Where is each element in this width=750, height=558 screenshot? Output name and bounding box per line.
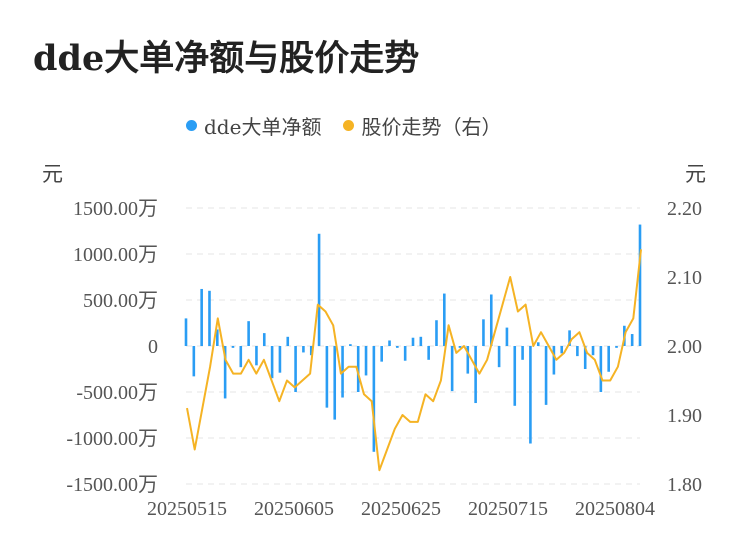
x-tick-label: 20250715 [468, 498, 548, 520]
right-axis-unit: 元 [685, 162, 706, 186]
bar-dde [356, 346, 360, 392]
bar-dde [529, 346, 532, 444]
bar-dde [568, 330, 571, 346]
bar-dde [239, 346, 243, 368]
y-right-tick-label: 1.90 [667, 405, 702, 427]
y-right-tick-label: 1.80 [667, 474, 702, 496]
bar-dde [450, 346, 454, 392]
y-left-tick-label: -500.00万 [76, 382, 158, 404]
bar-dde [255, 346, 258, 366]
bar-dde [505, 327, 509, 346]
bar-dde [286, 336, 290, 346]
bar-dde [223, 346, 227, 399]
legend-dot-price [343, 120, 355, 131]
bar-dde [474, 346, 477, 404]
bar-dde [544, 346, 548, 405]
bar-dde [607, 346, 610, 372]
x-tick-label: 20250515 [147, 498, 227, 520]
bar-dde [497, 346, 501, 368]
bar-dde [466, 346, 470, 374]
bar-dde [583, 346, 587, 369]
bar-dde [513, 346, 517, 406]
bar-dde [216, 329, 219, 346]
bar-dde [294, 346, 297, 392]
bar-dde [380, 346, 383, 362]
bar-dde [427, 346, 430, 360]
bar-dde [270, 346, 274, 379]
y-left-tick-label: 0 [148, 336, 158, 358]
legend: dde大单净额 股价走势（右） [186, 111, 523, 140]
y-right-tick-label: 2.00 [667, 336, 702, 358]
x-tick-label: 20250605 [254, 498, 334, 520]
bar-dde [247, 321, 250, 346]
y-left-tick-label: -1500.00万 [66, 474, 158, 496]
bar-dde [325, 346, 329, 408]
bar-dde [184, 318, 188, 346]
bar-dde [388, 340, 391, 346]
bar-dde [364, 346, 368, 376]
bar-dde [458, 346, 462, 348]
bar-dde [411, 337, 415, 346]
y-right-tick-label: 2.10 [667, 267, 702, 289]
bar-dde [302, 346, 305, 353]
left-axis-unit: 元 [42, 162, 63, 186]
bar-dde [372, 346, 376, 452]
bar-dde [489, 294, 493, 346]
bar-dde [208, 290, 211, 346]
y-left-tick-label: 1000.00万 [73, 244, 158, 266]
bar-dde [192, 346, 196, 377]
bar-dde [262, 333, 266, 346]
bar-dde [419, 336, 423, 346]
bar-dde [599, 346, 603, 392]
bar-dde [443, 293, 446, 346]
line-price [186, 249, 642, 472]
bar-dde [396, 346, 399, 348]
bar-dde [552, 346, 556, 375]
x-tick-label: 20250625 [361, 498, 441, 520]
y-left-tick-label: 500.00万 [83, 290, 158, 312]
legend-dot-dde [186, 120, 197, 131]
legend-item-price[interactable]: 股价走势（右） [343, 111, 501, 140]
bar-dde [638, 224, 642, 346]
bar-dde [309, 346, 313, 356]
bar-dde [435, 320, 438, 346]
bar-dde [349, 344, 352, 346]
bar-dde [591, 346, 595, 356]
legend-label-dde: dde大单净额 [204, 115, 322, 139]
bar-dde [482, 319, 485, 346]
bar-dde [317, 233, 321, 346]
x-tick-label: 20250804 [575, 498, 655, 520]
bar-dde [278, 346, 282, 373]
bar-dde [615, 346, 618, 348]
legend-item-dde[interactable]: dde大单净额 [186, 111, 321, 140]
y-left-tick-label: 1500.00万 [73, 198, 158, 220]
bar-dde [560, 346, 564, 354]
bar-dde [576, 346, 579, 357]
bar-dde [333, 346, 337, 420]
bar-dde [521, 346, 524, 360]
y-right-tick-label: 2.20 [667, 198, 702, 220]
chart-title: dde大单净额与股价走势 [33, 38, 420, 79]
legend-label-price: 股价走势（右） [361, 115, 502, 139]
bar-dde [403, 346, 407, 361]
y-left-tick-label: -1000.00万 [66, 428, 158, 450]
bar-dde [630, 334, 634, 346]
bar-dde [231, 346, 235, 348]
bar-dde [536, 342, 540, 346]
bar-dde [200, 288, 203, 346]
